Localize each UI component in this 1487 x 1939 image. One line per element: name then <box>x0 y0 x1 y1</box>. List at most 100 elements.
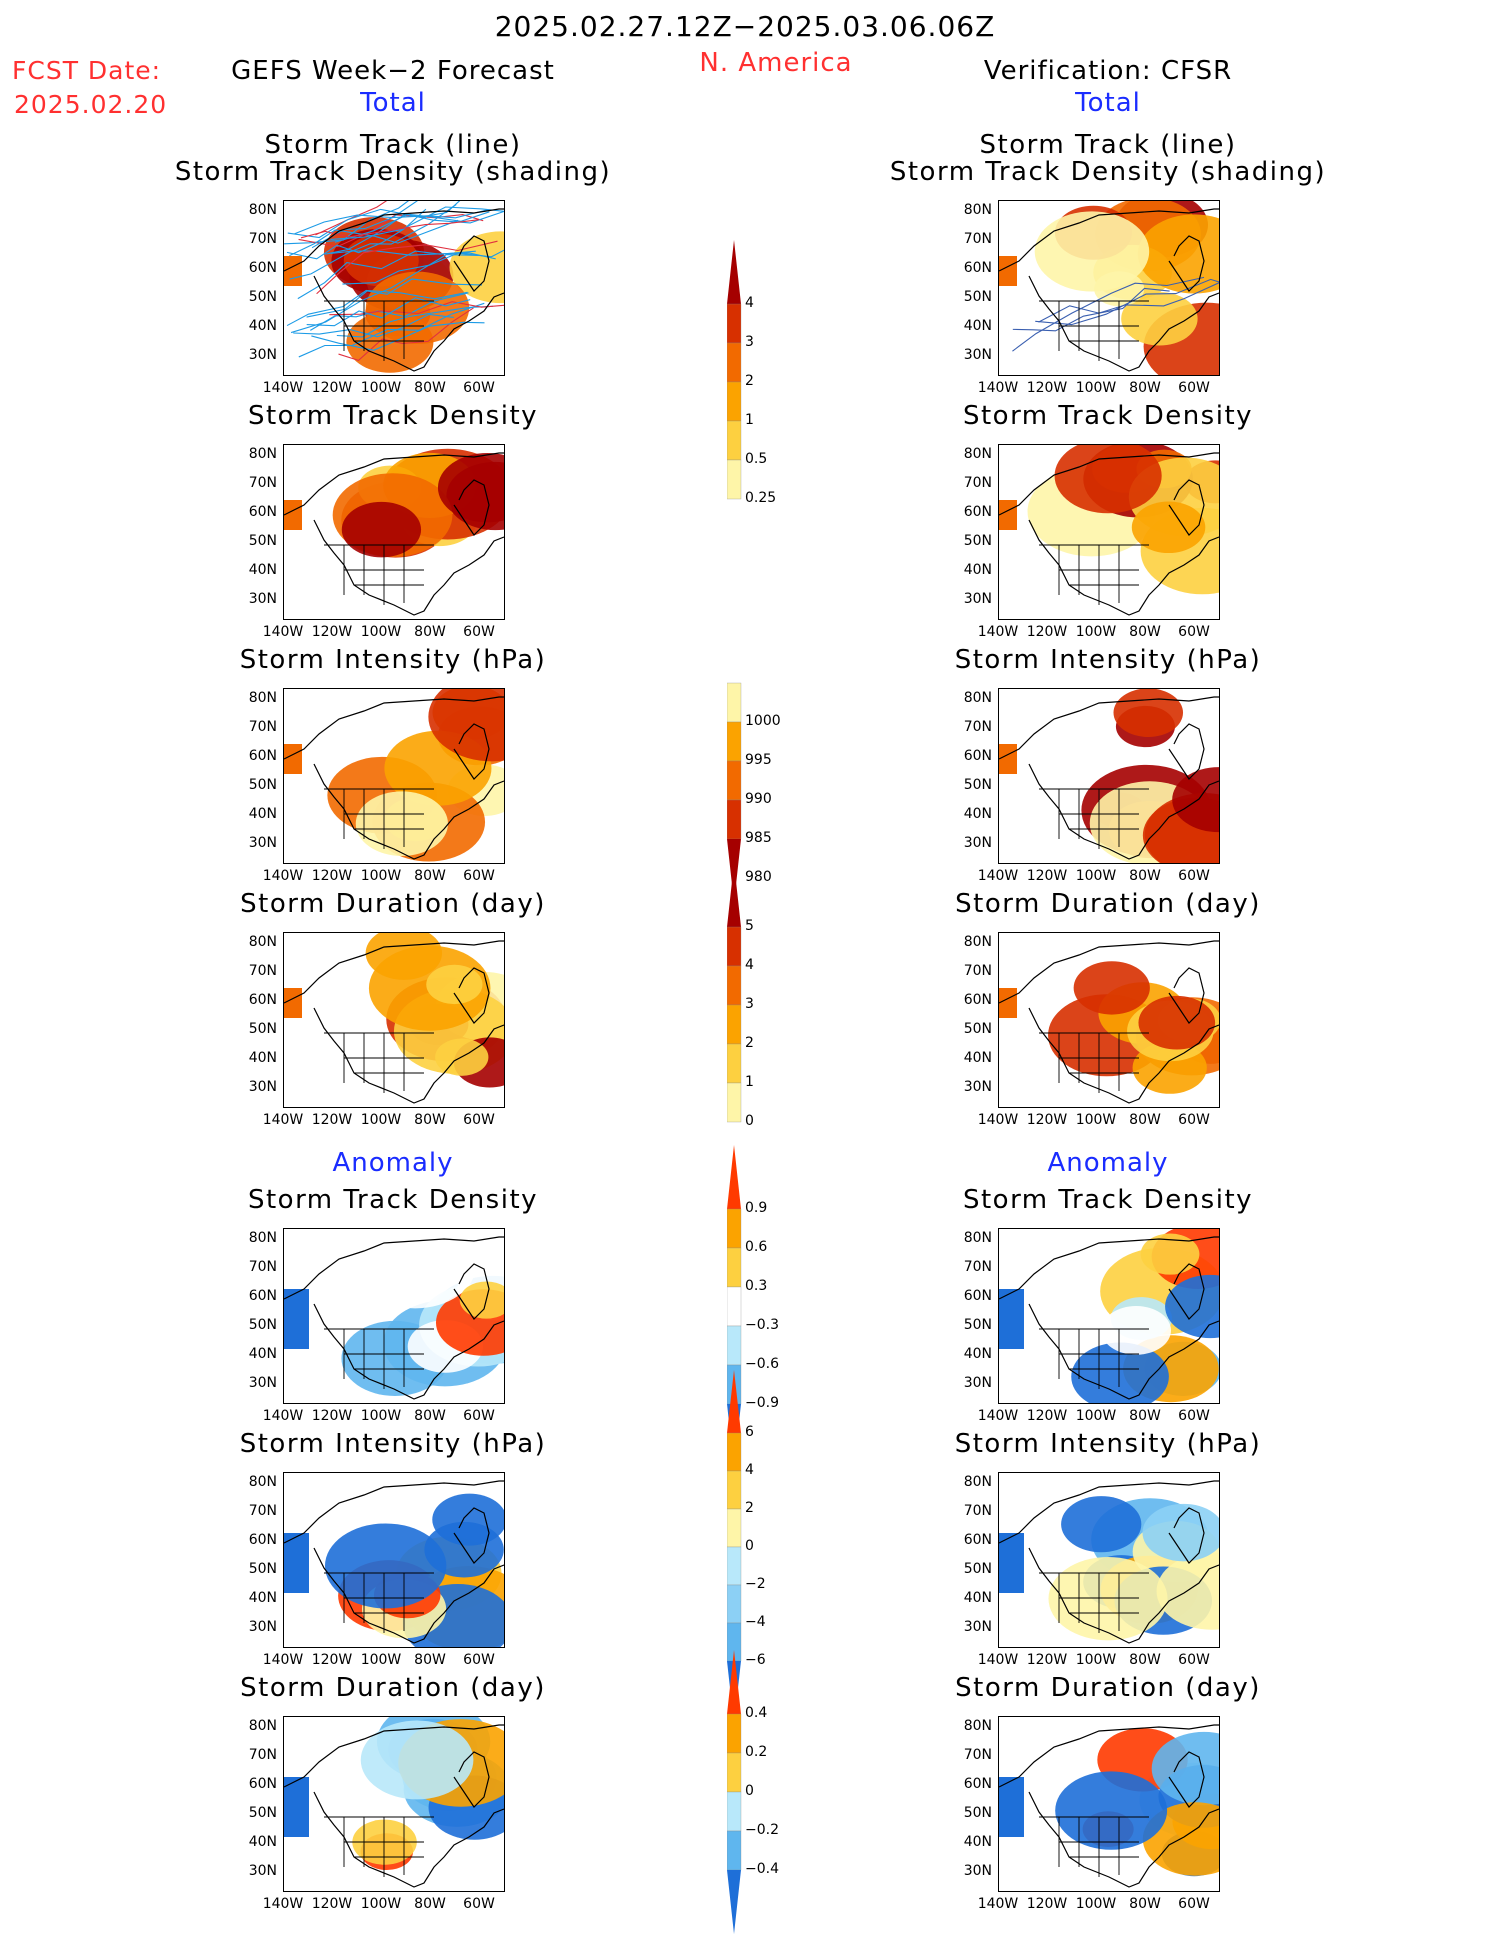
colorbar-label: 0.9 <box>745 1200 768 1216</box>
lat-tick-label: 40N <box>248 1590 277 1606</box>
lat-tick-label: 80N <box>248 1718 277 1734</box>
shading-cell <box>428 689 504 762</box>
lat-tick-label: 70N <box>963 1747 992 1763</box>
shading-cell <box>999 1777 1024 1837</box>
storm-track-line <box>289 219 459 257</box>
lat-tick-label: 80N <box>248 934 277 950</box>
lat-tick-label: 40N <box>963 318 992 334</box>
lat-tick-label: 30N <box>963 1619 992 1635</box>
storm-track-line <box>297 250 476 300</box>
coastline <box>999 1480 1219 1644</box>
shading-cell <box>1061 1496 1142 1553</box>
lon-tick-label: 100W <box>360 624 402 640</box>
lat-tick-label: 60N <box>963 504 992 520</box>
lon-tick-label: 100W <box>1075 868 1117 884</box>
lon-tick-label: 140W <box>977 624 1019 640</box>
colorbar-swatch <box>727 1508 742 1548</box>
shading-cell <box>999 1533 1024 1593</box>
lon-tick-label: 60W <box>1178 380 1210 396</box>
state-borders <box>324 1328 434 1389</box>
left-intensity-anom-title: Storm Intensity (hPa) <box>239 1429 547 1459</box>
coastline <box>284 696 504 860</box>
lon-tick-label: 80W <box>1129 624 1161 640</box>
storm-track-line <box>311 321 485 351</box>
shading-cell <box>284 744 302 774</box>
storm-track-line <box>329 301 504 316</box>
shading-cell <box>999 256 1017 286</box>
shading-cell <box>355 791 448 856</box>
shading-cell <box>360 1720 474 1800</box>
colorbar-swatch <box>727 1370 741 1433</box>
lat-tick-label: 50N <box>963 289 992 305</box>
left-density-anom-map <box>283 1228 505 1404</box>
left-density-anom-map-plot <box>284 1229 504 1400</box>
colorbar-swatch <box>727 1082 742 1123</box>
shading-cell <box>999 1289 1024 1349</box>
lon-tick-label: 100W <box>1075 1896 1117 1912</box>
colorbar-label: 0 <box>745 1538 754 1554</box>
lon-tick-label: 140W <box>977 1652 1019 1668</box>
lon-tick-label: 120W <box>1026 1112 1068 1128</box>
colorbar-swatch <box>727 1870 741 1934</box>
storm-track-line <box>294 208 489 235</box>
shading-cell <box>284 256 302 286</box>
lat-tick-label: 50N <box>248 1021 277 1037</box>
state-borders <box>1039 1816 1149 1877</box>
colorbar-label: −0.4 <box>745 1861 779 1877</box>
colorbar-swatch <box>727 965 742 1006</box>
lat-tick-label: 40N <box>248 1834 277 1850</box>
lat-tick-label: 40N <box>963 1590 992 1606</box>
left-intensity-anom-map <box>283 1472 505 1648</box>
state-borders <box>324 1572 434 1633</box>
colorbar-swatch <box>727 799 742 840</box>
shading-cell <box>999 500 1017 530</box>
state-borders <box>324 1032 434 1093</box>
lat-tick-label: 60N <box>963 992 992 1008</box>
lon-tick-label: 100W <box>360 868 402 884</box>
lon-tick-label: 100W <box>360 1112 402 1128</box>
lat-tick-label: 80N <box>248 1230 277 1246</box>
lat-tick-label: 50N <box>248 1561 277 1577</box>
lon-tick-label: 120W <box>1026 868 1068 884</box>
lat-tick-label: 70N <box>963 1503 992 1519</box>
lon-tick-label: 140W <box>977 1112 1019 1128</box>
lat-tick-label: 30N <box>963 1863 992 1879</box>
colorbar-swatch <box>727 240 741 304</box>
lat-tick-label: 40N <box>248 806 277 822</box>
colorbar-label: 5 <box>745 918 754 934</box>
right-intensity-map <box>998 688 1220 864</box>
lat-tick-label: 50N <box>963 777 992 793</box>
colorbar-swatch <box>727 760 742 801</box>
right-density-anom-title: Storm Track Density <box>962 1185 1254 1215</box>
right-column-title: Verification: CFSR <box>983 56 1233 86</box>
state-borders <box>1039 1328 1149 1389</box>
colorbar-label: −0.6 <box>745 1356 779 1372</box>
left-duration-map-plot <box>284 933 504 1104</box>
lon-tick-label: 140W <box>977 380 1019 396</box>
shading-cell <box>365 271 470 345</box>
shading-cell <box>1151 1731 1219 1806</box>
state-borders <box>1039 300 1149 361</box>
lon-tick-label: 120W <box>311 1408 353 1424</box>
lat-tick-label: 70N <box>248 1259 277 1275</box>
lon-tick-label: 120W <box>311 1652 353 1668</box>
colorbar-label: 985 <box>745 830 772 846</box>
lat-tick-label: 80N <box>963 202 992 218</box>
colorbar-label: 995 <box>745 752 772 768</box>
lon-tick-label: 80W <box>414 1112 446 1128</box>
left-duration-map <box>283 932 505 1108</box>
right-track-map-plot <box>999 201 1219 375</box>
lon-tick-label: 140W <box>262 624 304 640</box>
shading-cell <box>284 500 302 530</box>
left-duration-anom-map <box>283 1716 505 1892</box>
shading-cell <box>999 988 1017 1018</box>
right-duration-map-plot <box>999 940 1219 1104</box>
lat-tick-label: 30N <box>248 347 277 363</box>
colorbar-label: 2 <box>745 1500 754 1516</box>
lat-tick-label: 70N <box>963 231 992 247</box>
lon-tick-label: 140W <box>262 1652 304 1668</box>
lon-tick-label: 100W <box>1075 1112 1117 1128</box>
right-density-title: Storm Track Density <box>962 401 1254 431</box>
left-total-label: Total <box>360 88 426 118</box>
shading-cell <box>341 501 422 558</box>
